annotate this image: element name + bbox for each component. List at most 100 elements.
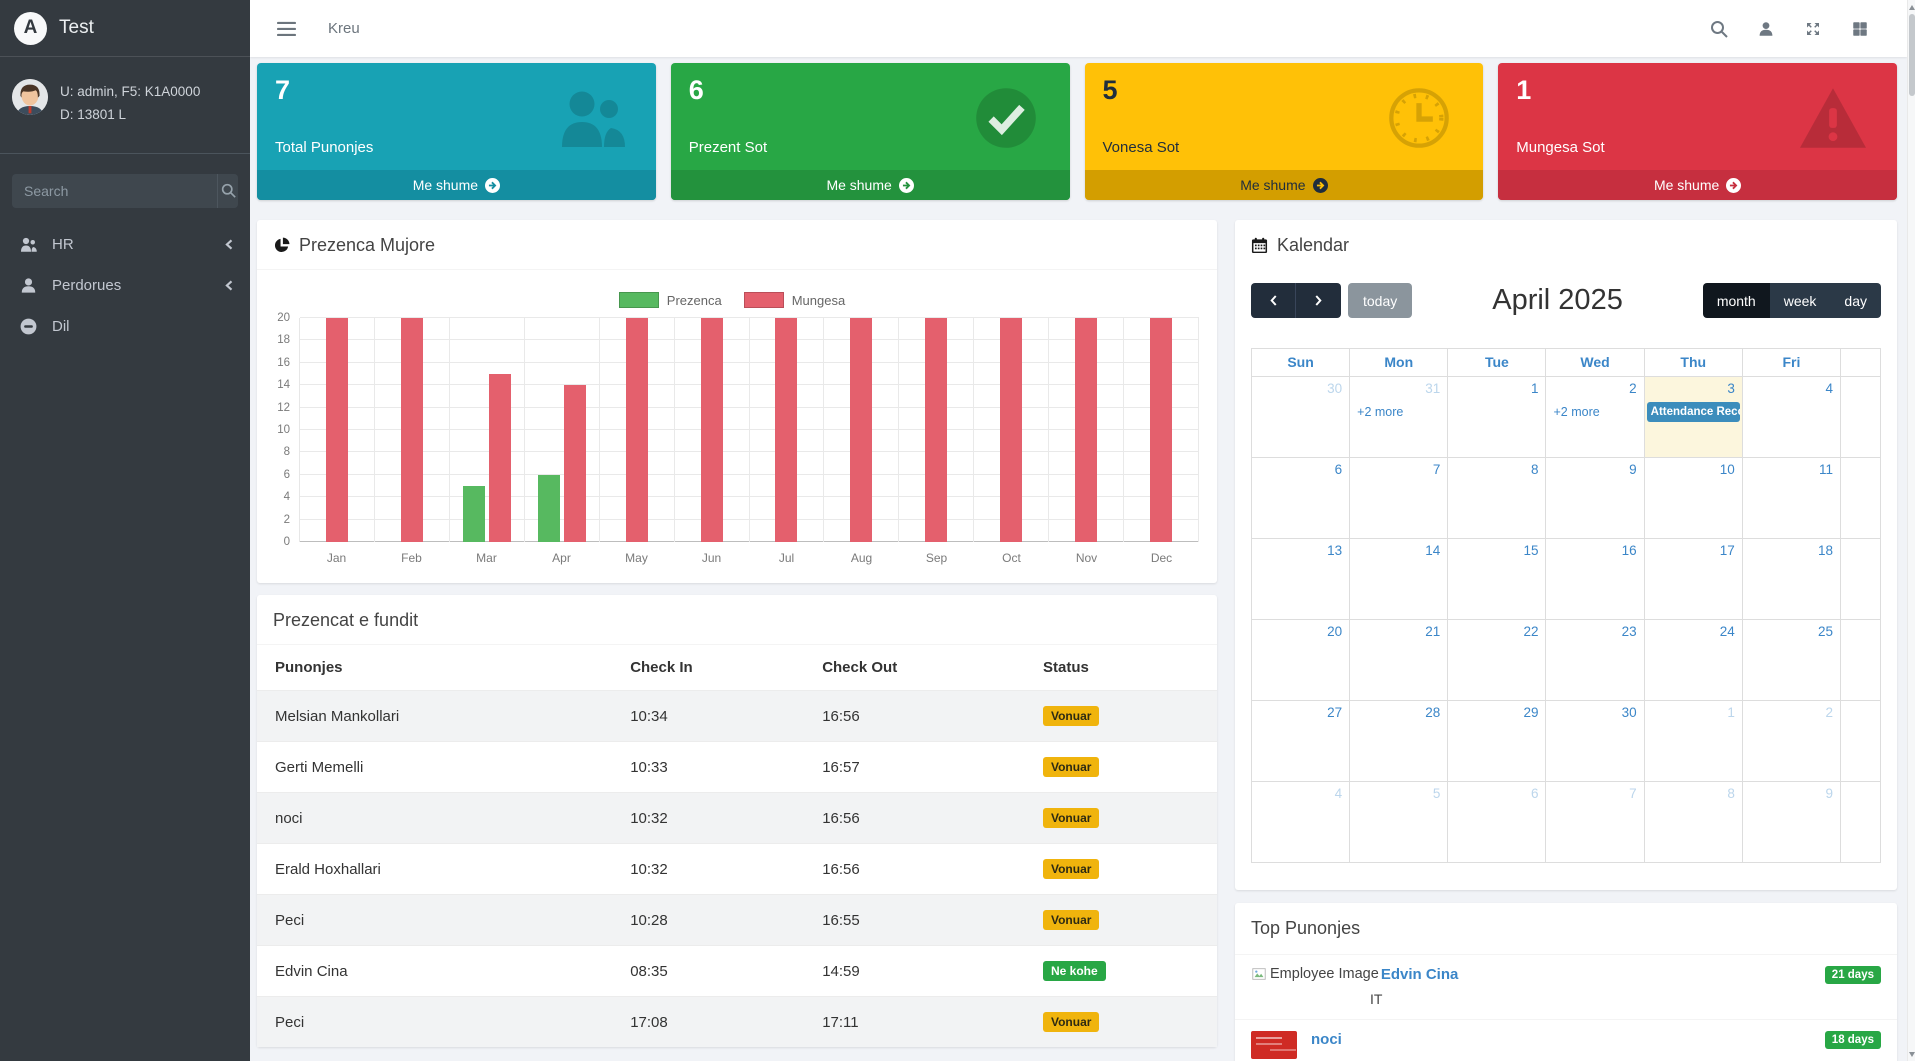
top-navbar: Kreu [250, 0, 1907, 57]
calendar-day-4[interactable]: 4 [1742, 377, 1841, 458]
me-shume-label: Me shume [412, 177, 479, 193]
calendar-day-4[interactable]: 4 [1252, 782, 1351, 863]
chart-category-nov [1049, 318, 1125, 542]
hamburger-menu-icon[interactable] [277, 21, 296, 37]
calendar-day-23[interactable]: 23 [1546, 620, 1645, 701]
cell-status: Vonuar [1024, 894, 1217, 946]
x-tick-label: Apr [552, 551, 571, 565]
calendar-day-24[interactable]: 24 [1644, 620, 1743, 701]
me-shume-link[interactable]: Me shume [1084, 170, 1484, 200]
me-shume-link[interactable]: Me shume [1498, 170, 1897, 200]
gridline [300, 317, 1199, 318]
calendar-day-15[interactable]: 15 [1448, 539, 1547, 620]
calendar-next-button[interactable] [1296, 283, 1341, 318]
calendar-view-week[interactable]: week [1769, 283, 1831, 318]
calendar-view-day[interactable]: day [1830, 283, 1881, 318]
user-icon[interactable] [1757, 20, 1775, 38]
calendar-day-number: 8 [1530, 462, 1539, 477]
calendar-dow-fri: Fri [1742, 349, 1841, 377]
calendar-day-6[interactable]: 6 [1252, 458, 1351, 539]
page-scrollbar [1907, 0, 1915, 1061]
calendar-day-9[interactable]: 9 [1742, 782, 1841, 863]
calendar-day-number: 4 [1825, 381, 1833, 396]
calendar-day-11[interactable]: 11 [1742, 458, 1841, 539]
calendar-day-1[interactable]: 1 [1644, 701, 1743, 782]
sidebar-item-dil[interactable]: Dil [0, 306, 250, 347]
scrollbar-up-arrow[interactable] [1908, 2, 1915, 12]
me-shume-link[interactable]: Me shume [257, 170, 656, 200]
employee-name-link[interactable]: noci [1311, 1031, 1342, 1048]
calendar-day-31[interactable]: 31 +2 more [1350, 377, 1449, 458]
legend-item-prezenca: Prezenca [618, 292, 722, 308]
search-input[interactable] [12, 173, 217, 208]
calendar-day-number: 22 [1523, 624, 1539, 639]
legend-item-mungesa: Mungesa [743, 292, 845, 308]
bar-mungesa-apr [563, 385, 586, 542]
calendar-day-27[interactable]: 27 [1252, 701, 1351, 782]
calendar-day-9[interactable]: 9 [1546, 458, 1645, 539]
bar-mungesa-jun [700, 318, 723, 542]
fullscreen-icon[interactable] [1804, 20, 1822, 38]
info-box-value: 7 [275, 75, 291, 105]
scrollbar-thumb[interactable] [1909, 14, 1915, 96]
calendar-day-2[interactable]: 2 +2 more [1546, 377, 1645, 458]
cell-check-in: 10:32 [612, 843, 805, 895]
x-tick-label: Jul [778, 551, 795, 565]
calendar-day-10[interactable]: 10 [1644, 458, 1743, 539]
calendar-day-16[interactable]: 16 [1546, 539, 1645, 620]
calendar-event[interactable]: Attendance Reco [1646, 402, 1740, 422]
calendar-day-8[interactable]: 8 [1448, 458, 1547, 539]
calendar-day-17[interactable]: 17 [1644, 539, 1743, 620]
calendar-day-number: 3 [1727, 381, 1735, 396]
chart-category-feb [375, 318, 450, 542]
calendar-day-7[interactable]: 7 [1350, 458, 1449, 539]
calendar-day-6[interactable]: 6 [1448, 782, 1547, 863]
user-panel: U: admin, F5: K1A0000 D: 13801 L [0, 57, 250, 154]
sidebar-search-form [12, 173, 238, 208]
calendar-day-number: 13 [1327, 543, 1343, 558]
calendar-day-25[interactable]: 25 [1742, 620, 1841, 701]
calendar-day-7[interactable]: 7 [1546, 782, 1645, 863]
calendar-prev-button[interactable] [1251, 283, 1296, 318]
calendar-day-14[interactable]: 14 [1350, 539, 1449, 620]
calendar-day-18[interactable]: 18 [1742, 539, 1841, 620]
me-shume-link[interactable]: Me shume [670, 170, 1070, 200]
calendar-icon [1251, 237, 1268, 254]
sidebar-item-hr[interactable]: HR [0, 224, 250, 265]
calendar-view-month[interactable]: month [1702, 283, 1770, 318]
search-button[interactable] [217, 173, 238, 208]
calendar-day-22[interactable]: 22 [1448, 620, 1547, 701]
calendar-day-number: 17 [1719, 543, 1735, 558]
calendar-day-21[interactable]: 21 [1350, 620, 1449, 701]
calendar-day-29[interactable]: 29 [1448, 701, 1547, 782]
cell-check-in: 10:34 [612, 690, 805, 742]
calendar-day-2[interactable]: 2 [1742, 701, 1841, 782]
calendar-day-1[interactable]: 1 [1448, 377, 1547, 458]
grid-icon[interactable] [1851, 20, 1869, 38]
calendar-day-3[interactable]: 3 Attendance Reco [1644, 377, 1743, 458]
brand-link[interactable]: A Test [0, 0, 250, 57]
users-icon [16, 235, 40, 254]
calendar-day-28[interactable]: 28 [1350, 701, 1449, 782]
chart-category-may [600, 318, 675, 542]
calendar-day-5[interactable]: 5 [1350, 782, 1449, 863]
bar-mungesa-nov [1075, 318, 1098, 542]
calendar-today-button[interactable]: today [1348, 283, 1413, 318]
search-icon[interactable] [1710, 20, 1728, 38]
sidebar-item-perdorues[interactable]: Perdorues [0, 265, 250, 306]
employee-name-link[interactable]: Edvin Cina [1380, 966, 1459, 983]
y-tick-label: 6 [283, 468, 290, 481]
more-events-link[interactable]: +2 more [1553, 405, 1600, 419]
calendar-day-8[interactable]: 8 [1644, 782, 1743, 863]
table-column-header: Check Out [822, 659, 898, 676]
calendar-dow-tue: Tue [1448, 349, 1547, 377]
more-events-link[interactable]: +2 more [1357, 405, 1404, 419]
calendar-day-30[interactable]: 30 [1546, 701, 1645, 782]
breadcrumb-home-link[interactable]: Kreu [328, 20, 360, 37]
calendar-day-20[interactable]: 20 [1252, 620, 1351, 701]
calendar-day-30[interactable]: 30 [1252, 377, 1351, 458]
cell-punonjes: Gerti Memelli [257, 741, 613, 793]
status-badge: Vonuar [1042, 757, 1100, 777]
calendar-day-13[interactable]: 13 [1252, 539, 1351, 620]
scrollbar-down-arrow[interactable] [1908, 1049, 1915, 1059]
